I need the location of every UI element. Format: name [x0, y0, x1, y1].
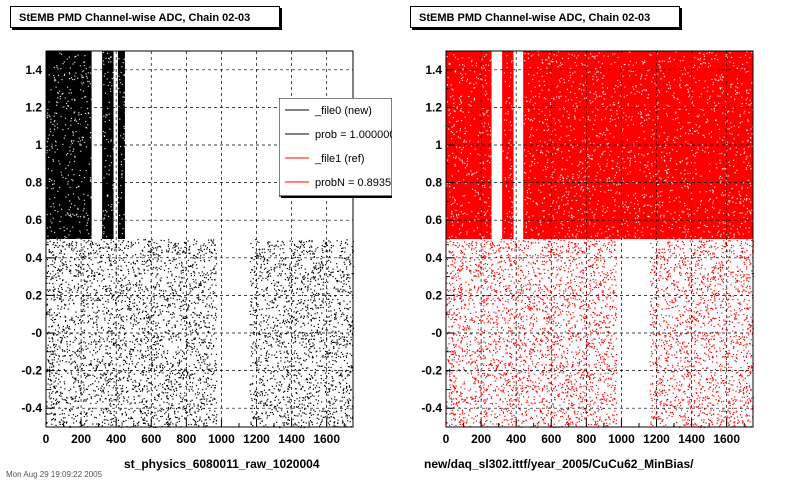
x-tick-label-1-1: 200 [471, 432, 491, 446]
x-tick-label-0-4: 800 [176, 432, 196, 446]
right-chart-title: StEMB PMD Channel-wise ADC, Chain 02-03 [410, 6, 680, 28]
legend-entry-3: probN = 0.893570 [315, 177, 403, 189]
x-tick-label-1-0: 0 [443, 432, 450, 446]
x-tick-label-1-3: 600 [541, 432, 561, 446]
y-tick-label-0-3: 0.2 [25, 288, 42, 302]
x-tick-label-0-1: 200 [71, 432, 91, 446]
y-tick-label-0-0: -0.4 [21, 401, 42, 415]
x-tick-label-1-5: 1000 [608, 432, 635, 446]
y-tick-label-1-8: 1.2 [425, 100, 442, 114]
left-chart-title: StEMB PMD Channel-wise ADC, Chain 02-03 [10, 6, 280, 28]
plot-0: 0 200 400 600 800 1000 1200 1400 1600 -0.4 -0.2 -0 0… [21, 50, 403, 446]
lower-band-points-0 [46, 239, 355, 429]
x-tick-label-0-2: 400 [106, 432, 126, 446]
y-tick-label-0-4: 0.4 [25, 251, 42, 265]
y-tick-label-1-2: -0 [431, 326, 442, 340]
y-tick-label-1-6: 0.8 [425, 176, 442, 190]
x-tick-label-1-8: 1600 [713, 432, 740, 446]
x-tick-label-0-7: 1400 [278, 432, 305, 446]
timestamp-footer: Mon Aug 29 19:09:22 2005 [6, 470, 103, 479]
y-tick-label-1-9: 1.4 [425, 63, 442, 77]
left-x-axis-label: st_physics_6080011_raw_1020004 [124, 457, 320, 471]
x-tick-label-0-0: 0 [43, 432, 50, 446]
y-tick-label-0-7: 1 [35, 138, 42, 152]
y-tick-label-1-0: -0.4 [421, 401, 442, 415]
right-x-axis-label: new/daq_sl302.ittf/year_2005/CuCu62_MinB… [424, 457, 694, 471]
y-tick-label-0-8: 1.2 [25, 100, 42, 114]
y-tick-label-1-7: 1 [435, 138, 442, 152]
grid-1 [446, 51, 753, 427]
x-tick-label-0-3: 600 [141, 432, 161, 446]
legend-entry-2: _file1 (ref) [314, 153, 365, 165]
y-tick-label-0-6: 0.8 [25, 176, 42, 190]
legend-box-0 [279, 98, 392, 197]
grid-0 [46, 51, 353, 427]
y-tick-label-1-5: 0.6 [425, 213, 442, 227]
lower-band-points-1 [446, 239, 755, 429]
x-tick-label-0-5: 1000 [208, 432, 235, 446]
x-tick-label-1-4: 800 [576, 432, 596, 446]
legend-entry-1: prob = 1.000000 [315, 129, 395, 141]
x-tick-label-1-2: 400 [506, 432, 526, 446]
plot-1: 0 200 400 600 800 1000 1200 1400 1600 -0.4 -0.2 -0 0… [421, 50, 755, 446]
x-tick-label-1-6: 1200 [643, 432, 670, 446]
y-tick-label-1-1: -0.2 [421, 364, 442, 378]
x-tick-label-0-6: 1200 [243, 432, 270, 446]
x-tick-label-1-7: 1400 [678, 432, 705, 446]
y-tick-label-0-1: -0.2 [21, 364, 42, 378]
legend-entry-0: _file0 (new) [314, 105, 372, 117]
dense-band-0-2 [117, 51, 125, 239]
y-tick-label-1-3: 0.2 [425, 288, 442, 302]
y-tick-label-0-9: 1.4 [25, 63, 42, 77]
y-tick-label-0-5: 0.6 [25, 213, 42, 227]
x-tick-label-0-8: 1600 [313, 432, 340, 446]
y-tick-label-1-4: 0.4 [425, 251, 442, 265]
upper-band-points-1 [446, 51, 755, 241]
y-tick-label-0-2: -0 [31, 326, 42, 340]
legend-0: _file0 (new) prob = 1.000000 _file1 (ref) p… [279, 98, 403, 198]
